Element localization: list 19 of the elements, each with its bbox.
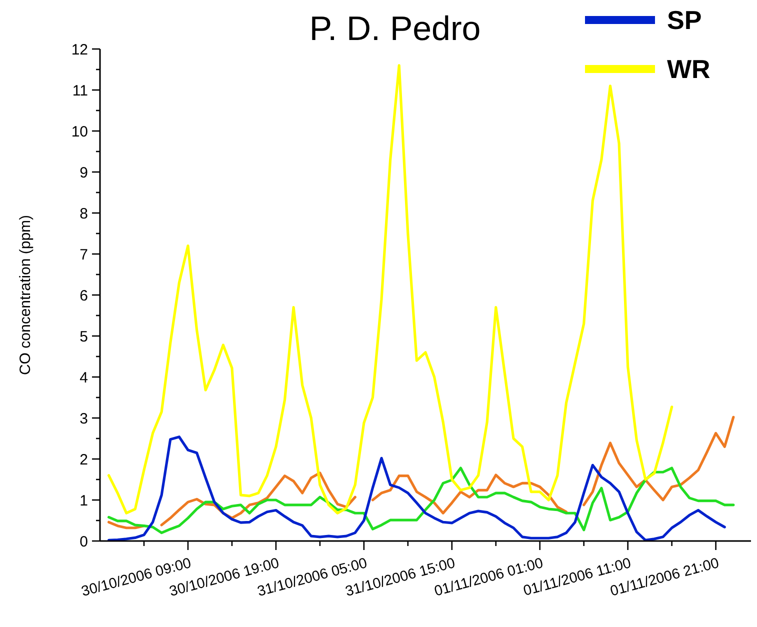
legend-label: SP [667, 5, 702, 36]
y-tick-label: 11 [72, 82, 88, 100]
y-tick-label: 1 [80, 492, 88, 510]
y-tick-label: 2 [80, 451, 88, 468]
y-tick-label: 6 [80, 287, 88, 304]
y-axis-title: CO concentration (ppm) [17, 214, 34, 376]
y-tick-label: 3 [80, 410, 88, 428]
chart-title: P. D. Pedro [309, 10, 481, 48]
y-tick-label: 4 [80, 369, 88, 386]
legend-label: WR [667, 54, 711, 84]
line-series [107, 466, 735, 534]
y-tick-label: 9 [80, 164, 88, 182]
y-tick-label: 12 [71, 41, 88, 58]
y-tick-label: 5 [80, 328, 88, 346]
y-tick-label: 0 [80, 533, 88, 550]
y-tick-label: 10 [71, 123, 88, 140]
y-tick-label: 8 [80, 205, 88, 222]
y-tick-label: 7 [80, 246, 88, 264]
line-series [107, 436, 726, 542]
